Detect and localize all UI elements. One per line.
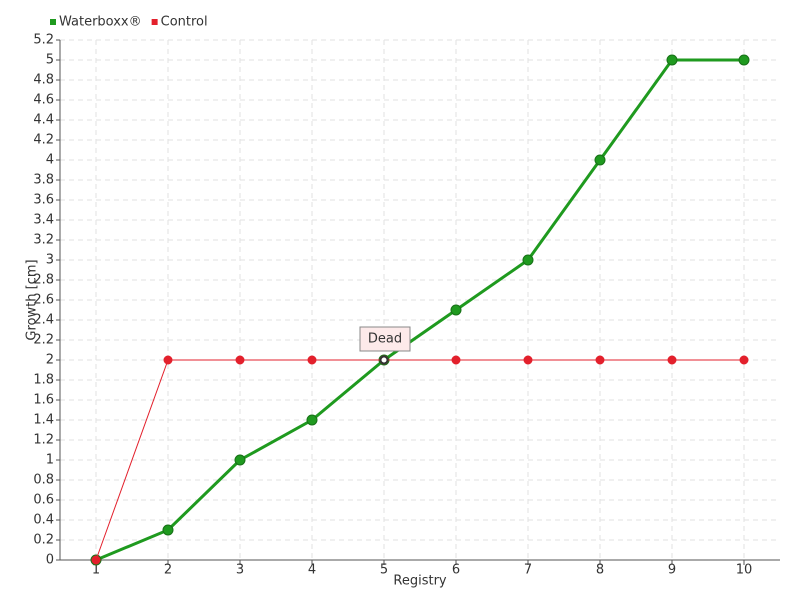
y-tick-label: 4.6 <box>33 93 54 108</box>
y-tick-label: 2.2 <box>33 333 54 348</box>
y-tick-label: 1.6 <box>33 393 54 408</box>
y-tick-label: 4.2 <box>33 133 54 148</box>
y-tick-label: 0.4 <box>33 513 54 528</box>
series-line <box>95 58 744 562</box>
data-point <box>234 454 246 466</box>
y-tick-label: 4 <box>46 153 54 168</box>
x-tick-label: 10 <box>736 563 753 578</box>
data-point <box>667 355 677 365</box>
x-axis-title: Registry <box>393 574 447 589</box>
y-tick-label: 1.8 <box>33 373 54 388</box>
x-tick-label: 5 <box>380 563 388 578</box>
y-tick-label: 5.2 <box>33 33 54 48</box>
y-tick-label: 2.4 <box>33 313 54 328</box>
y-tick-label: 3.4 <box>33 213 54 228</box>
y-tick-label: 0.2 <box>33 533 54 548</box>
data-point <box>307 355 317 365</box>
data-point <box>91 555 101 565</box>
data-point <box>450 304 462 316</box>
legend-swatch <box>50 19 56 25</box>
data-point <box>738 54 750 66</box>
x-tick-label: 4 <box>308 563 316 578</box>
y-tick-label: 0.8 <box>33 473 54 488</box>
annotation-label: Dead <box>368 332 402 347</box>
y-tick-label: 2.8 <box>33 273 54 288</box>
series-line <box>95 359 744 561</box>
legend-swatch <box>151 19 158 25</box>
x-tick-label: 7 <box>524 563 532 578</box>
y-tick-label: 4.4 <box>33 113 54 128</box>
legend-label: Waterboxx® <box>59 15 142 30</box>
y-tick-label: 1.2 <box>33 433 54 448</box>
y-tick-label: 3.8 <box>33 173 54 188</box>
x-tick-label: 8 <box>596 563 604 578</box>
y-tick-label: 4.8 <box>33 73 54 88</box>
data-point <box>666 54 678 66</box>
data-point <box>235 355 245 365</box>
data-point <box>595 355 605 365</box>
y-tick-label: 1.4 <box>33 413 54 428</box>
x-tick-label: 6 <box>452 563 460 578</box>
x-tick-label: 2 <box>164 563 172 578</box>
data-point <box>594 154 606 166</box>
annotation-point <box>379 355 389 365</box>
legend-label: Control <box>161 15 208 30</box>
y-tick-label: 2.6 <box>33 293 54 308</box>
data-point <box>306 414 318 426</box>
data-point <box>163 355 173 365</box>
y-axis-title: Growth [cm] <box>25 259 40 340</box>
y-tick-label: 0.6 <box>33 493 54 508</box>
y-tick-label: 3 <box>46 253 54 268</box>
data-point <box>739 355 749 365</box>
data-point <box>522 254 534 266</box>
x-tick-label: 1 <box>92 563 100 578</box>
annotation-box <box>359 326 411 352</box>
x-tick-label: 3 <box>236 563 244 578</box>
data-point <box>162 524 174 536</box>
y-tick-label: 5 <box>46 53 54 68</box>
data-point <box>451 355 461 365</box>
y-tick-label: 2 <box>46 353 54 368</box>
x-tick-label: 9 <box>668 563 676 578</box>
y-tick-label: 3.6 <box>33 193 54 208</box>
y-tick-label: 1 <box>46 453 54 468</box>
y-tick-label: 3.2 <box>33 233 54 248</box>
data-point <box>523 355 533 365</box>
y-tick-label: 0 <box>46 553 54 568</box>
